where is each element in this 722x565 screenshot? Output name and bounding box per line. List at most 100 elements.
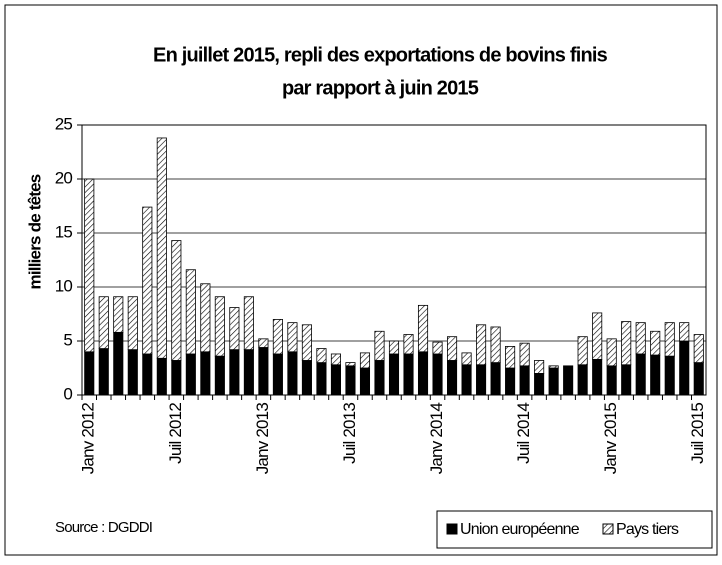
- bar-segment: [359, 367, 371, 396]
- chart-title: par rapport à juin 2015: [282, 77, 479, 99]
- bar-segment: [679, 322, 690, 342]
- bar-segment: [563, 365, 574, 396]
- bar-segment: [156, 137, 167, 359]
- bar-segment: [635, 322, 646, 355]
- bar-segment: [272, 318, 283, 355]
- bar-segment: [664, 355, 675, 396]
- bar-segment: [84, 351, 95, 396]
- bar-segment: [287, 322, 298, 353]
- bar-segment: [461, 364, 472, 396]
- bar-segment: [185, 353, 196, 396]
- bar-segment: [142, 353, 153, 396]
- x-tick-label: Juil 2015: [688, 403, 707, 464]
- bar-segment: [301, 360, 312, 396]
- bar-segment: [345, 362, 356, 367]
- bar-segment: [84, 178, 95, 353]
- bar-segment: [505, 345, 516, 369]
- bar-segment: [447, 360, 458, 396]
- y-tick-label: 10: [55, 276, 73, 295]
- x-tick-label: Juil 2012: [166, 403, 185, 464]
- bar-segment: [214, 355, 225, 396]
- bar-segment: [548, 365, 559, 369]
- bar-segment: [142, 206, 153, 355]
- x-tick-label: Juil 2013: [340, 403, 359, 464]
- y-tick-label: 0: [63, 384, 72, 403]
- bar-segment: [388, 353, 400, 396]
- bar-segment: [243, 349, 254, 396]
- bar-segment: [432, 341, 443, 355]
- bar-segment: [171, 360, 182, 396]
- x-tick-label: Janv 2012: [79, 403, 98, 475]
- bar-segment: [519, 365, 530, 396]
- bar-segment: [592, 312, 603, 360]
- bar-segment: [229, 349, 240, 396]
- y-tick-label: 20: [55, 168, 73, 187]
- bar-segment: [606, 338, 617, 367]
- bar-segment: [258, 347, 269, 396]
- bar-segment: [447, 336, 458, 361]
- x-tick-label: Juil 2014: [514, 403, 533, 464]
- y-tick-label: 5: [63, 330, 72, 349]
- x-tick-label: Janv 2014: [427, 403, 446, 475]
- bar-segment: [156, 357, 167, 396]
- bar-segment: [505, 367, 516, 396]
- bar-segment: [490, 326, 501, 363]
- bar-segment: [127, 349, 138, 396]
- source: Source : DGDDI: [55, 519, 152, 536]
- bar-segment: [374, 330, 385, 361]
- legend-label: Union européenne: [460, 521, 580, 538]
- y-axis-label: milliers de têtes: [25, 174, 44, 289]
- bar-segment: [664, 322, 675, 357]
- bar-segment: [650, 354, 661, 396]
- bar-segment: [301, 324, 312, 361]
- bar-segment: [330, 364, 341, 396]
- bar-segment: [490, 362, 501, 396]
- bar-segment: [229, 307, 240, 351]
- bar-segment: [345, 365, 356, 396]
- y-tick-label: 15: [55, 222, 73, 241]
- legend-swatch: [602, 523, 614, 535]
- bar-segment: [316, 362, 327, 396]
- bar-segment: [592, 358, 603, 396]
- bar-segment: [185, 269, 196, 355]
- bar-segment: [98, 296, 109, 349]
- legend-label: Pays tiers: [616, 521, 679, 538]
- x-tick-label: Janv 2015: [601, 403, 620, 475]
- legend-swatch: [446, 523, 458, 535]
- bar-segment: [316, 348, 327, 363]
- bar-segment: [113, 296, 124, 333]
- legend: [436, 510, 713, 549]
- x-tick-label: Janv 2013: [253, 403, 272, 475]
- bar-segment: [359, 352, 371, 369]
- chart-title: En juillet 2015, repli des exportations …: [153, 44, 608, 66]
- bar-segment: [679, 340, 690, 396]
- bar-segment: [243, 296, 254, 351]
- bar-segment: [388, 340, 400, 355]
- bar-segment: [621, 321, 632, 366]
- bar-segment: [476, 364, 487, 396]
- bar-segment: [432, 353, 443, 396]
- bar-segment: [417, 351, 429, 396]
- bar-segment: [534, 372, 545, 396]
- bar-segment: [461, 352, 472, 366]
- bar-segment: [200, 283, 211, 353]
- bar-segment: [621, 364, 632, 396]
- bar-segment: [330, 353, 341, 366]
- bar-segment: [403, 353, 414, 396]
- bar-segment: [693, 334, 704, 363]
- bar-segment: [548, 367, 559, 396]
- bar-segment: [606, 365, 617, 396]
- bar-segment: [374, 360, 385, 396]
- bar-segment: [403, 334, 414, 355]
- bar-segment: [98, 348, 109, 396]
- bar-segment: [534, 360, 545, 374]
- bar-segment: [287, 351, 298, 396]
- bar-segment: [635, 353, 646, 396]
- bar-segment: [519, 342, 530, 367]
- y-tick-label: 25: [55, 114, 73, 133]
- bar-segment: [214, 296, 225, 357]
- bar-segment: [417, 304, 429, 353]
- bar-segment: [476, 324, 487, 366]
- bar-segment: [650, 330, 661, 356]
